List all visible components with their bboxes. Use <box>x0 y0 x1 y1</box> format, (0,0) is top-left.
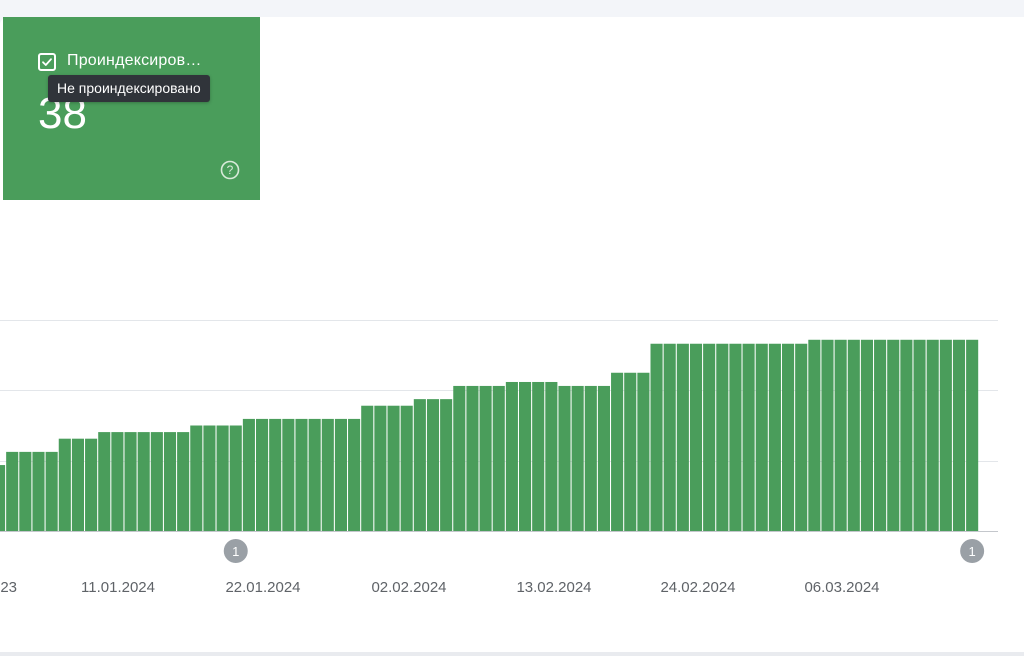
chart-bar[interactable] <box>571 385 584 531</box>
annotation-marker[interactable]: 1 <box>960 539 985 563</box>
chart-bar[interactable] <box>334 418 347 531</box>
chart-bar[interactable] <box>624 372 637 531</box>
chart-bar[interactable] <box>32 451 45 532</box>
chart-bar[interactable] <box>137 432 150 531</box>
chart-bar[interactable] <box>532 381 545 531</box>
chart-bar[interactable] <box>413 399 426 532</box>
chart-bar[interactable] <box>400 405 413 531</box>
chart-bar[interactable] <box>229 425 242 532</box>
chart-bar[interactable] <box>860 339 873 531</box>
chart-bar[interactable] <box>71 438 84 531</box>
check-icon[interactable] <box>38 53 56 71</box>
chart-bar[interactable] <box>795 343 808 531</box>
chart-bar[interactable] <box>124 432 137 531</box>
chart-bar[interactable] <box>966 339 979 531</box>
annotation-label: 1 <box>232 544 239 559</box>
chart-bar[interactable] <box>256 418 269 531</box>
x-tick-label: 24.02.2024 <box>660 579 735 596</box>
annotation-label: 1 <box>969 544 976 559</box>
chart-bar[interactable] <box>453 385 466 531</box>
chart-bar[interactable] <box>716 343 729 531</box>
chart-bar[interactable] <box>689 343 703 531</box>
chart-bar[interactable] <box>203 425 216 532</box>
chart-bar[interactable] <box>926 339 939 531</box>
chart-bar[interactable] <box>269 418 282 531</box>
chart-bar[interactable] <box>58 438 71 531</box>
chart-bar[interactable] <box>729 343 742 531</box>
chart-bar[interactable] <box>466 385 479 531</box>
chart-bar[interactable] <box>308 418 321 531</box>
chart-bar[interactable] <box>650 343 663 531</box>
chart-bar[interactable] <box>295 418 308 531</box>
chart-bar[interactable] <box>0 465 6 531</box>
chart-bar[interactable] <box>768 343 781 531</box>
chart-bar[interactable] <box>163 432 177 531</box>
chart-bar[interactable] <box>505 381 518 531</box>
chart-bar[interactable] <box>282 418 295 531</box>
chart-bar[interactable] <box>177 432 190 531</box>
chart-bar[interactable] <box>519 381 532 531</box>
help-circle-icon[interactable]: ? <box>220 160 240 180</box>
chart-bar[interactable] <box>834 339 847 531</box>
chart-bar[interactable] <box>479 385 492 531</box>
chart-bar[interactable] <box>111 432 124 531</box>
chart-bar[interactable] <box>361 405 374 531</box>
chart-bar[interactable] <box>611 372 624 531</box>
chart-bar[interactable] <box>374 405 387 531</box>
chart-bar[interactable] <box>755 343 768 531</box>
chart-bar[interactable] <box>242 418 255 531</box>
chart-bar[interactable] <box>597 385 610 531</box>
chart-bar[interactable] <box>782 343 795 531</box>
chart-bar[interactable] <box>492 385 505 531</box>
x-tick-label: 13.02.2024 <box>516 579 591 596</box>
chart-bar[interactable] <box>85 438 98 531</box>
chart-bar[interactable] <box>584 385 597 531</box>
chart-bar[interactable] <box>216 425 229 532</box>
chart-bar[interactable] <box>847 339 860 531</box>
chart-bar[interactable] <box>558 385 571 531</box>
chart-bar[interactable] <box>887 339 900 531</box>
chart-bar[interactable] <box>348 418 361 531</box>
chart-bar[interactable] <box>742 343 755 531</box>
bottom-divider <box>0 652 1024 656</box>
chart-bar[interactable] <box>6 451 19 532</box>
chart-bar[interactable] <box>387 405 400 531</box>
chart-bar[interactable] <box>808 339 821 531</box>
chart-bar[interactable] <box>19 451 32 532</box>
tooltip: Не проиндексировано <box>48 75 210 102</box>
chart-bar[interactable] <box>900 339 913 531</box>
svg-text:?: ? <box>227 163 234 177</box>
chart-bar[interactable] <box>637 372 650 531</box>
indexed-metric-card[interactable]: Проиндексиров… 38 ? <box>3 17 260 200</box>
chart-bar[interactable] <box>440 399 453 532</box>
x-tick-label: 23 <box>0 579 17 596</box>
chart-bar[interactable] <box>426 399 440 532</box>
x-tick-label: 11.01.2024 <box>81 579 155 596</box>
x-tick-label: 06.03.2024 <box>804 579 879 596</box>
chart-bar[interactable] <box>874 339 887 531</box>
x-tick-label: 02.02.2024 <box>371 579 446 596</box>
chart-bar[interactable] <box>663 343 676 531</box>
x-tick-label: 22.01.2024 <box>225 579 300 596</box>
chart-bar[interactable] <box>545 381 558 531</box>
chart-bar[interactable] <box>150 432 163 531</box>
chart-bar[interactable] <box>821 339 834 531</box>
chart-bar[interactable] <box>321 418 334 531</box>
chart-bar[interactable] <box>98 432 111 531</box>
chart-bar[interactable] <box>676 343 689 531</box>
chart-bar[interactable] <box>190 425 203 532</box>
chart-bar[interactable] <box>913 339 926 531</box>
annotation-marker[interactable]: 1 <box>223 539 248 563</box>
chart-bar[interactable] <box>45 451 58 532</box>
chart-bar[interactable] <box>952 339 966 531</box>
chart-bar[interactable] <box>939 339 952 531</box>
chart-bar[interactable] <box>703 343 716 531</box>
